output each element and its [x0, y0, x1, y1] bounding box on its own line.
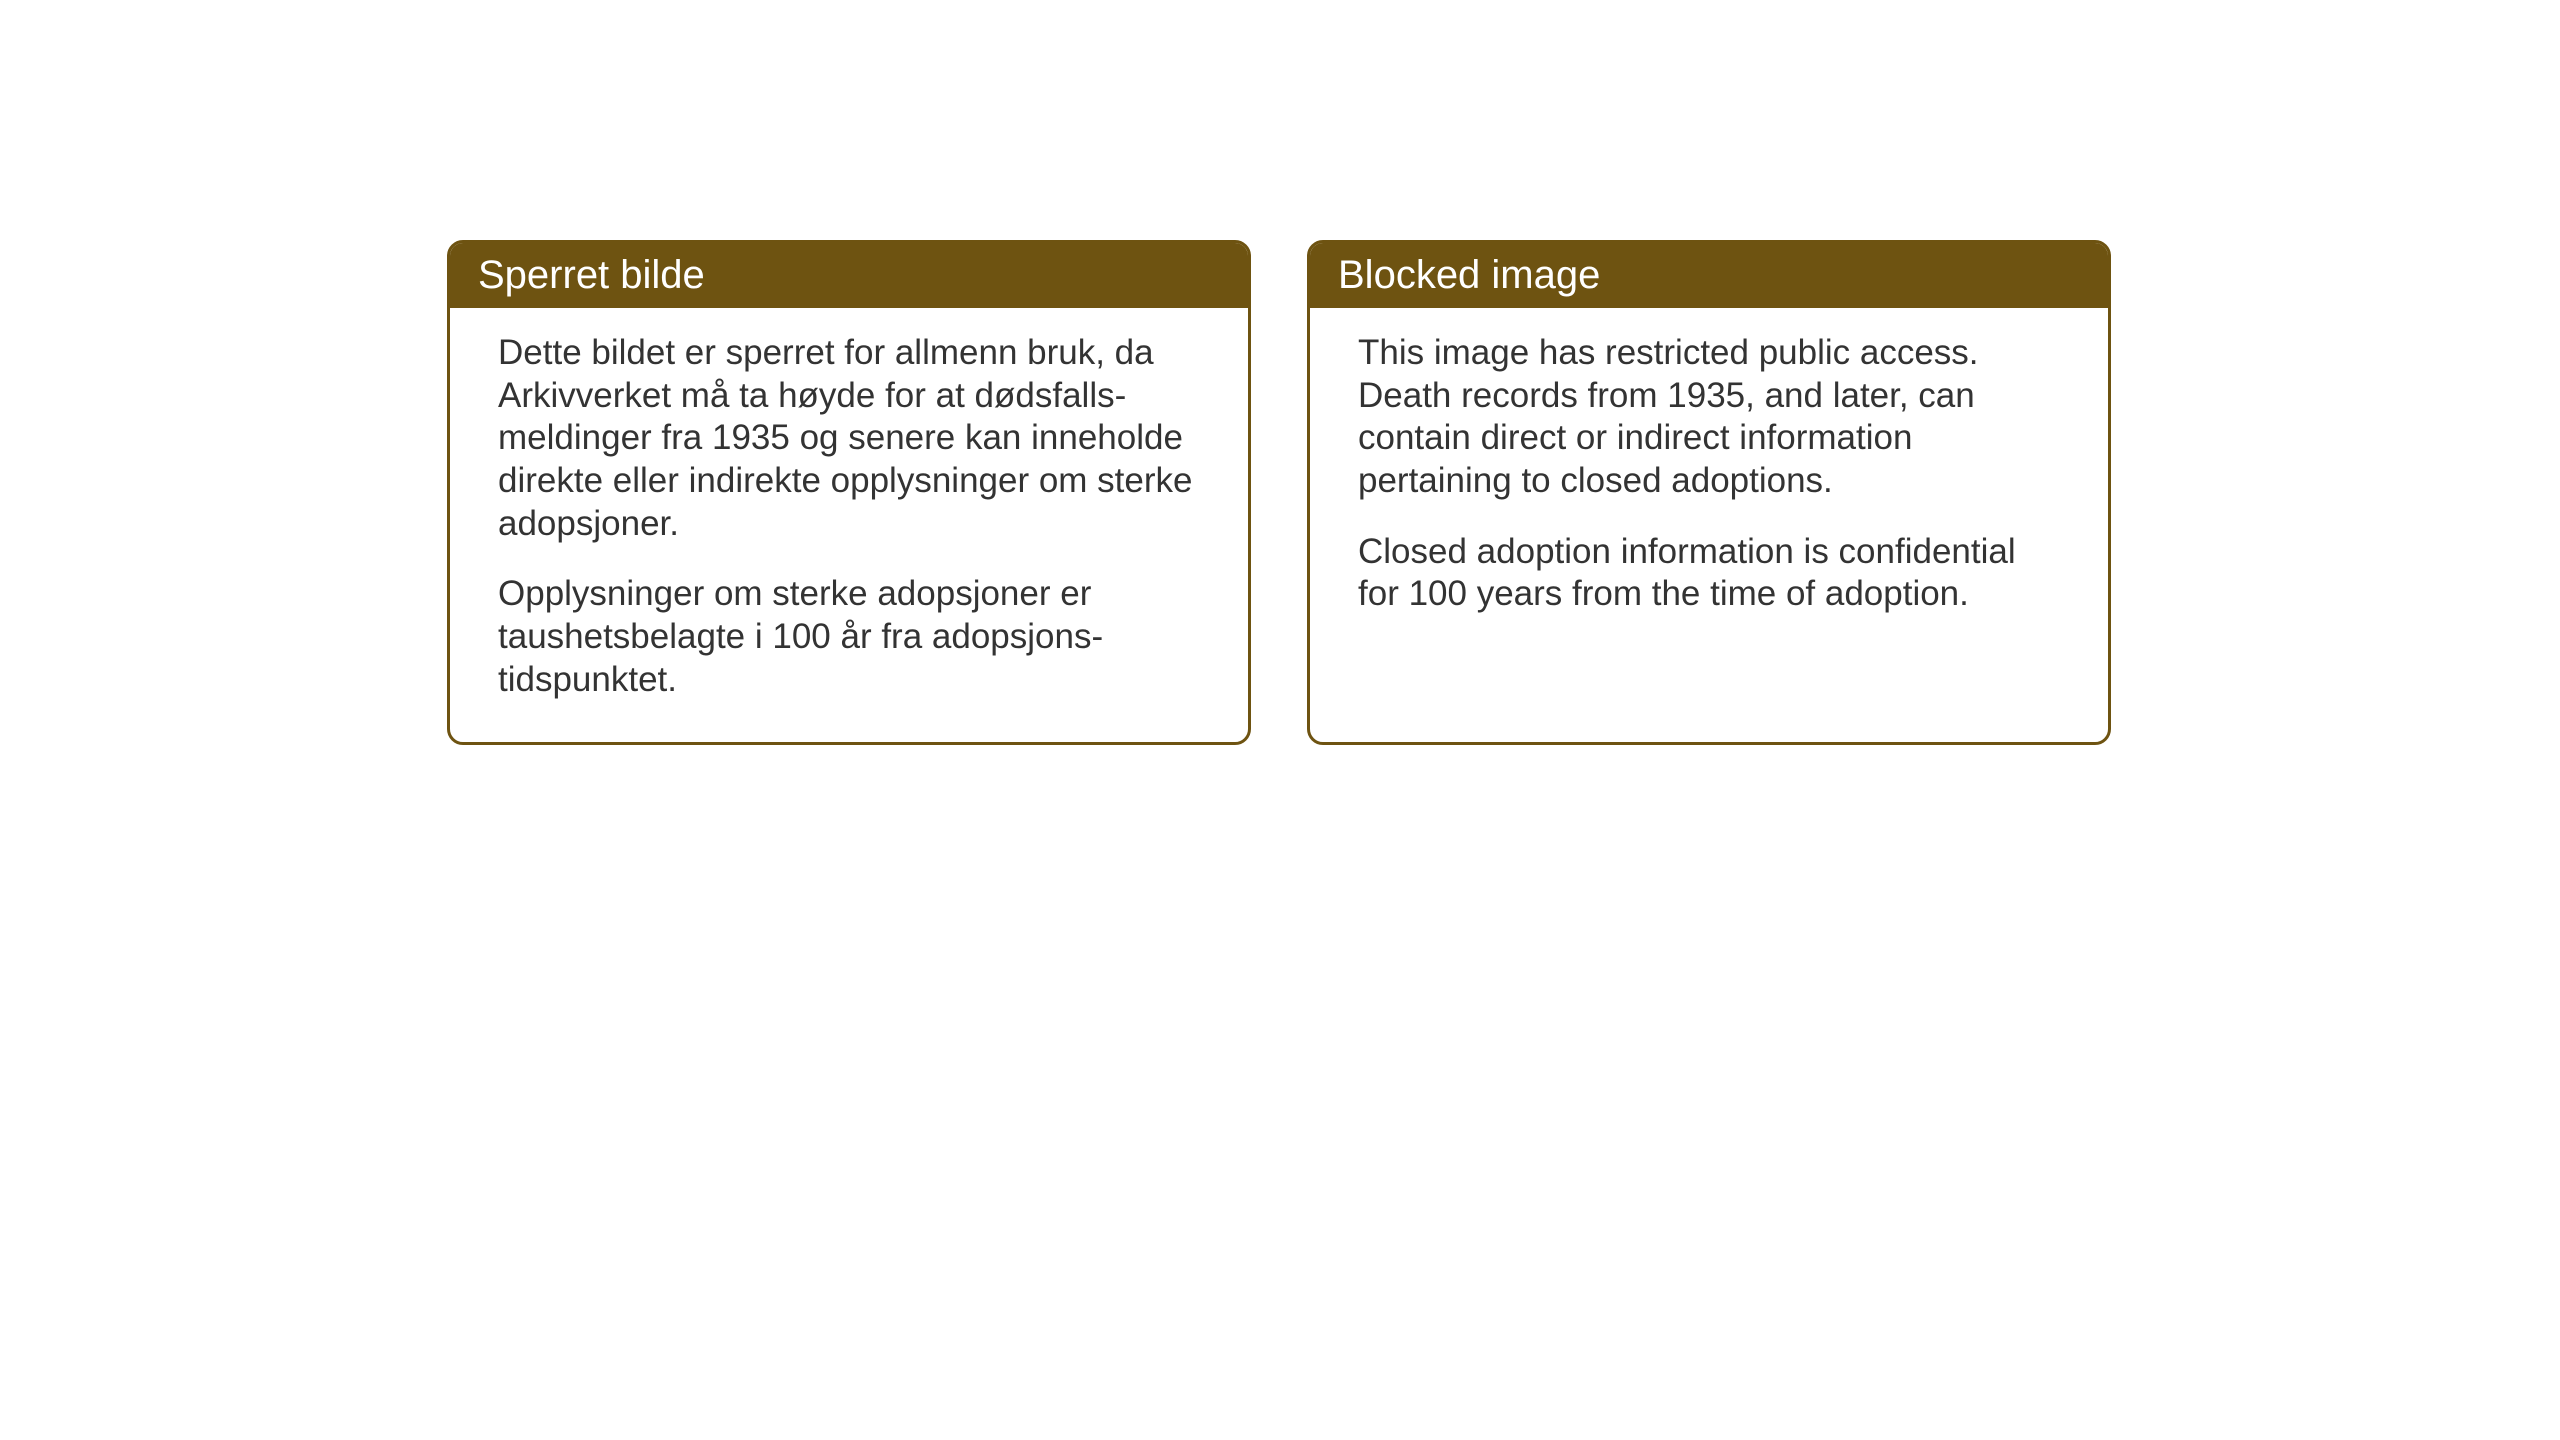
- card-header-norwegian: Sperret bilde: [450, 243, 1248, 308]
- card-paragraph-english-2: Closed adoption information is confident…: [1358, 531, 2060, 616]
- notice-card-english: Blocked image This image has restricted …: [1307, 240, 2111, 745]
- card-body-norwegian: Dette bildet er sperret for allmenn bruk…: [450, 308, 1248, 742]
- card-header-english: Blocked image: [1310, 243, 2108, 308]
- notice-container: Sperret bilde Dette bildet er sperret fo…: [447, 240, 2111, 745]
- notice-card-norwegian: Sperret bilde Dette bildet er sperret fo…: [447, 240, 1251, 745]
- card-title-norwegian: Sperret bilde: [478, 253, 705, 297]
- card-paragraph-english-1: This image has restricted public access.…: [1358, 332, 2060, 503]
- card-title-english: Blocked image: [1338, 253, 1600, 297]
- card-paragraph-norwegian-2: Opplysninger om sterke adopsjoner er tau…: [498, 573, 1200, 701]
- card-paragraph-norwegian-1: Dette bildet er sperret for allmenn bruk…: [498, 332, 1200, 545]
- card-body-english: This image has restricted public access.…: [1310, 308, 2108, 656]
